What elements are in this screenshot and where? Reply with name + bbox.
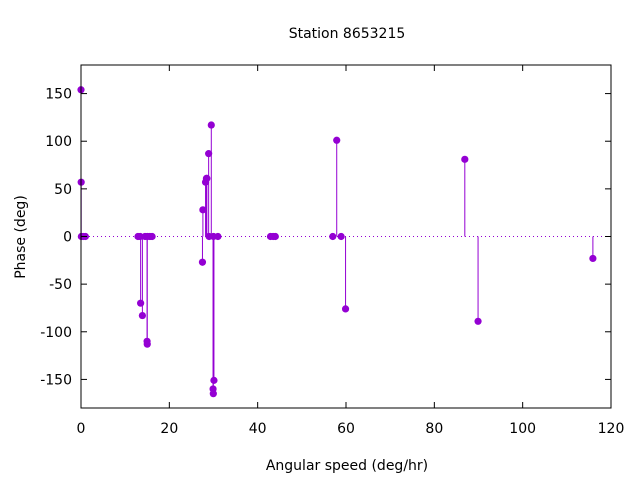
data-point bbox=[589, 254, 597, 263]
x-tick-label: 100 bbox=[509, 421, 536, 437]
y-axis-label: Phase (deg) bbox=[13, 195, 29, 279]
x-tick-label: 60 bbox=[337, 421, 355, 437]
y-tick-label: 150 bbox=[45, 87, 72, 103]
data-points bbox=[77, 86, 597, 398]
data-point bbox=[209, 390, 217, 398]
y-tick-label: -50 bbox=[49, 277, 72, 293]
y-tick-label: 0 bbox=[63, 230, 72, 246]
data-point bbox=[210, 376, 218, 384]
x-tick-label: 20 bbox=[160, 421, 178, 437]
y-tick-label: 50 bbox=[54, 182, 72, 198]
y-axis-ticks: -150 -100 -50 0 50 100 150 bbox=[40, 87, 611, 388]
data-point bbox=[207, 121, 215, 129]
y-tick-label: -150 bbox=[40, 372, 72, 388]
data-point bbox=[205, 150, 213, 158]
chart-title: Station 8653215 bbox=[289, 26, 406, 42]
data-point bbox=[143, 340, 151, 348]
data-point bbox=[137, 299, 145, 307]
y-tick-label: -100 bbox=[40, 325, 72, 341]
data-point bbox=[337, 232, 345, 241]
data-point bbox=[341, 305, 350, 313]
data-point bbox=[271, 232, 279, 241]
data-point bbox=[333, 136, 341, 144]
x-tick-label: 40 bbox=[249, 421, 267, 437]
data-point bbox=[329, 232, 337, 241]
data-point bbox=[199, 206, 207, 214]
x-tick-label: 120 bbox=[598, 421, 625, 437]
x-tick-label: 0 bbox=[77, 421, 86, 437]
data-point bbox=[461, 155, 469, 163]
x-axis-label: Angular speed (deg/hr) bbox=[266, 458, 428, 474]
data-point bbox=[138, 311, 146, 320]
x-tick-label: 80 bbox=[425, 421, 443, 437]
impulse-lines bbox=[80, 89, 594, 394]
data-point bbox=[474, 317, 482, 325]
data-point bbox=[214, 232, 222, 241]
data-point bbox=[148, 232, 156, 241]
data-point bbox=[203, 174, 211, 182]
y-tick-label: 100 bbox=[45, 134, 72, 150]
data-point bbox=[198, 258, 207, 266]
x-axis-ticks: 0 20 40 60 80 100 120 bbox=[77, 65, 625, 437]
